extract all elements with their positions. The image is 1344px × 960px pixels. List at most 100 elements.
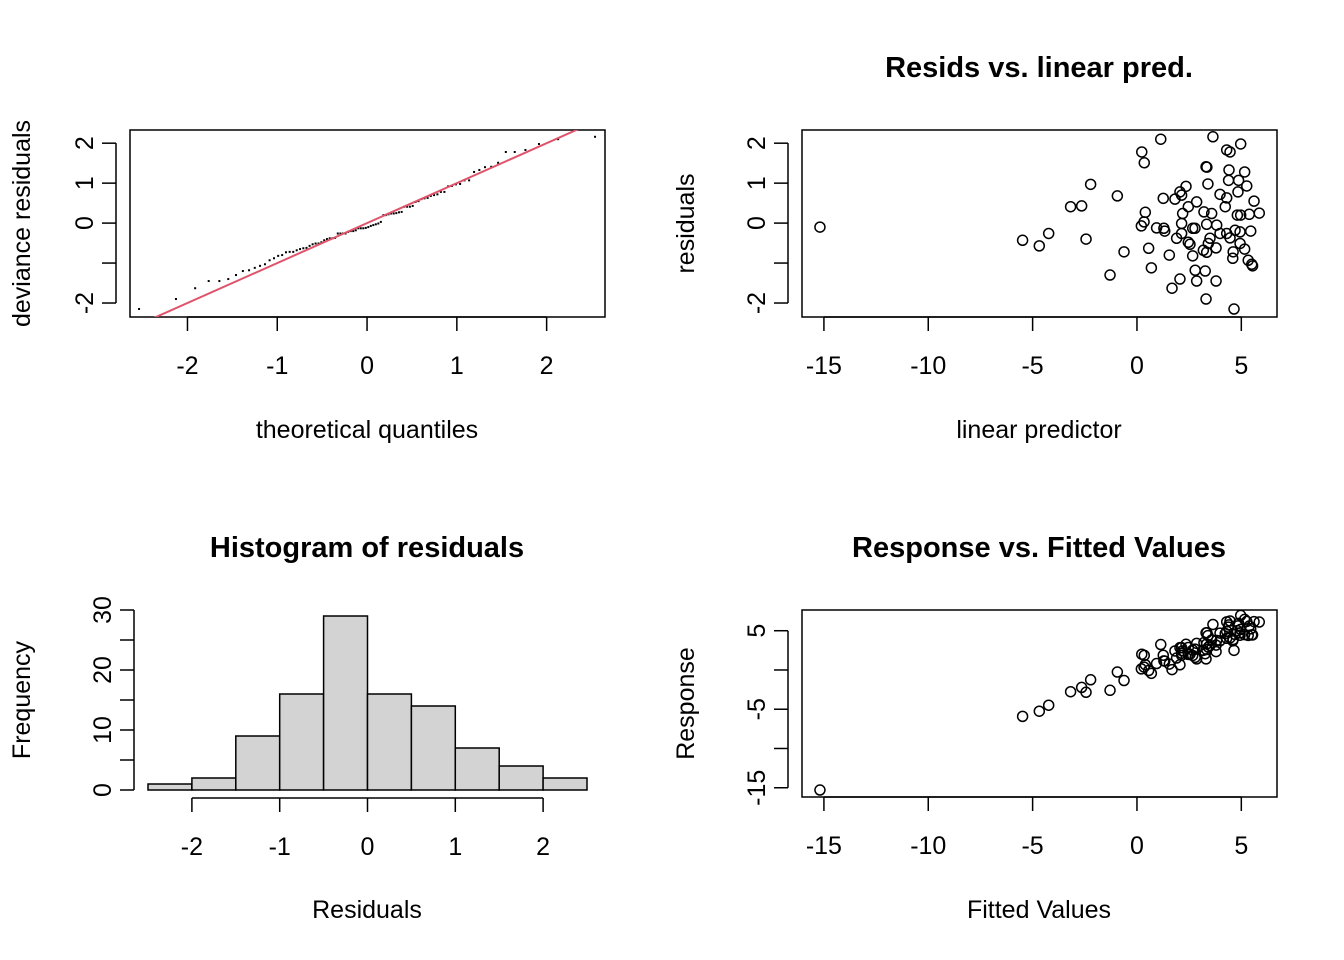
data-point xyxy=(1118,674,1130,687)
chart-title: Resids vs. linear pred. xyxy=(885,52,1193,84)
chart-title: Response vs. Fitted Values xyxy=(852,532,1226,564)
data-point xyxy=(1199,265,1211,277)
qq-point xyxy=(207,280,210,283)
qq-point xyxy=(299,248,302,251)
data-point xyxy=(1155,638,1167,651)
data-point xyxy=(1033,240,1046,252)
qq-point xyxy=(174,298,177,301)
y-tick-label: 1 xyxy=(71,176,99,190)
data-point xyxy=(1142,242,1155,255)
data-point xyxy=(1207,618,1219,631)
data-point xyxy=(1205,207,1218,220)
chart-title: Histogram of residuals xyxy=(210,532,524,564)
qq-point xyxy=(323,239,326,242)
data-point xyxy=(1084,674,1097,686)
data-point xyxy=(1214,188,1226,201)
data-point xyxy=(1111,666,1124,678)
qq-point xyxy=(594,135,597,138)
data-point xyxy=(1227,246,1239,258)
x-tick-label: 5 xyxy=(1234,832,1248,860)
data-point xyxy=(1136,146,1148,158)
data-point xyxy=(1253,207,1266,219)
data-point xyxy=(1220,192,1233,204)
qq-point xyxy=(362,227,365,230)
data-point xyxy=(1228,303,1240,315)
qq-point xyxy=(263,263,266,266)
data-point xyxy=(1175,217,1188,230)
x-tick-label: -1 xyxy=(269,833,291,861)
data-point xyxy=(1248,195,1260,207)
data-point xyxy=(1174,273,1186,285)
data-point xyxy=(1166,663,1178,676)
data-point xyxy=(1190,275,1203,287)
qq-point xyxy=(429,194,432,197)
qq-point xyxy=(248,269,251,272)
data-point xyxy=(1207,131,1219,143)
data-point xyxy=(1111,190,1124,202)
y-tick-label: 5 xyxy=(743,624,771,638)
data-point xyxy=(1169,193,1181,205)
x-tick-label: -10 xyxy=(910,352,946,380)
qq-point xyxy=(436,193,439,196)
data-point xyxy=(1138,157,1151,169)
qq-point xyxy=(320,241,323,244)
data-point xyxy=(1189,651,1201,664)
data-point xyxy=(1186,649,1199,662)
qq-point xyxy=(367,226,370,229)
x-axis-label: theoretical quantiles xyxy=(256,416,478,444)
qq-point xyxy=(302,247,305,250)
qq-point xyxy=(339,232,342,235)
data-point xyxy=(1231,209,1244,221)
qq-point xyxy=(325,238,328,241)
x-axis-label: Fitted Values xyxy=(967,896,1111,924)
histogram-bar xyxy=(322,615,369,791)
x-tick-label: 0 xyxy=(361,833,375,861)
data-point xyxy=(1210,645,1222,658)
qq-point xyxy=(390,212,393,215)
qq-point xyxy=(397,211,400,214)
data-point xyxy=(1232,174,1245,187)
data-point xyxy=(1186,250,1199,262)
data-point xyxy=(1042,227,1055,240)
data-point xyxy=(1155,133,1167,145)
data-point xyxy=(1210,275,1222,287)
data-point xyxy=(1135,663,1148,675)
qq-point xyxy=(259,264,262,267)
data-point xyxy=(1042,699,1055,711)
data-point xyxy=(1200,293,1212,305)
data-point xyxy=(1222,174,1235,187)
histogram-bar xyxy=(278,693,325,791)
qq-point xyxy=(377,222,380,225)
qq-point xyxy=(497,161,500,164)
data-point xyxy=(1064,200,1077,213)
data-point xyxy=(1016,234,1029,247)
qq-point xyxy=(295,249,298,252)
qq-point xyxy=(277,254,280,257)
data-point xyxy=(1190,196,1203,208)
data-point xyxy=(1253,616,1266,628)
qq-point xyxy=(305,246,308,249)
data-point xyxy=(1234,209,1247,221)
data-point xyxy=(1234,138,1247,150)
x-axis-label: linear predictor xyxy=(956,416,1121,444)
qq-point xyxy=(218,280,221,283)
data-point xyxy=(1104,269,1116,281)
data-point xyxy=(1200,246,1213,259)
x-tick-label: 1 xyxy=(448,833,462,861)
qq-point xyxy=(328,237,331,240)
data-point xyxy=(1238,243,1251,255)
data-point xyxy=(1224,146,1236,158)
histogram-bar xyxy=(147,783,193,791)
qq-point xyxy=(336,232,339,235)
data-point xyxy=(1182,236,1195,249)
qq-point xyxy=(468,179,471,182)
x-tick-label: 1 xyxy=(450,352,464,380)
data-point xyxy=(1064,685,1077,698)
y-tick-label: -2 xyxy=(71,292,99,314)
data-point xyxy=(1176,207,1189,220)
qq-point xyxy=(513,150,516,153)
data-point xyxy=(1084,178,1097,191)
qq-point xyxy=(459,182,462,185)
data-point xyxy=(1219,200,1231,213)
